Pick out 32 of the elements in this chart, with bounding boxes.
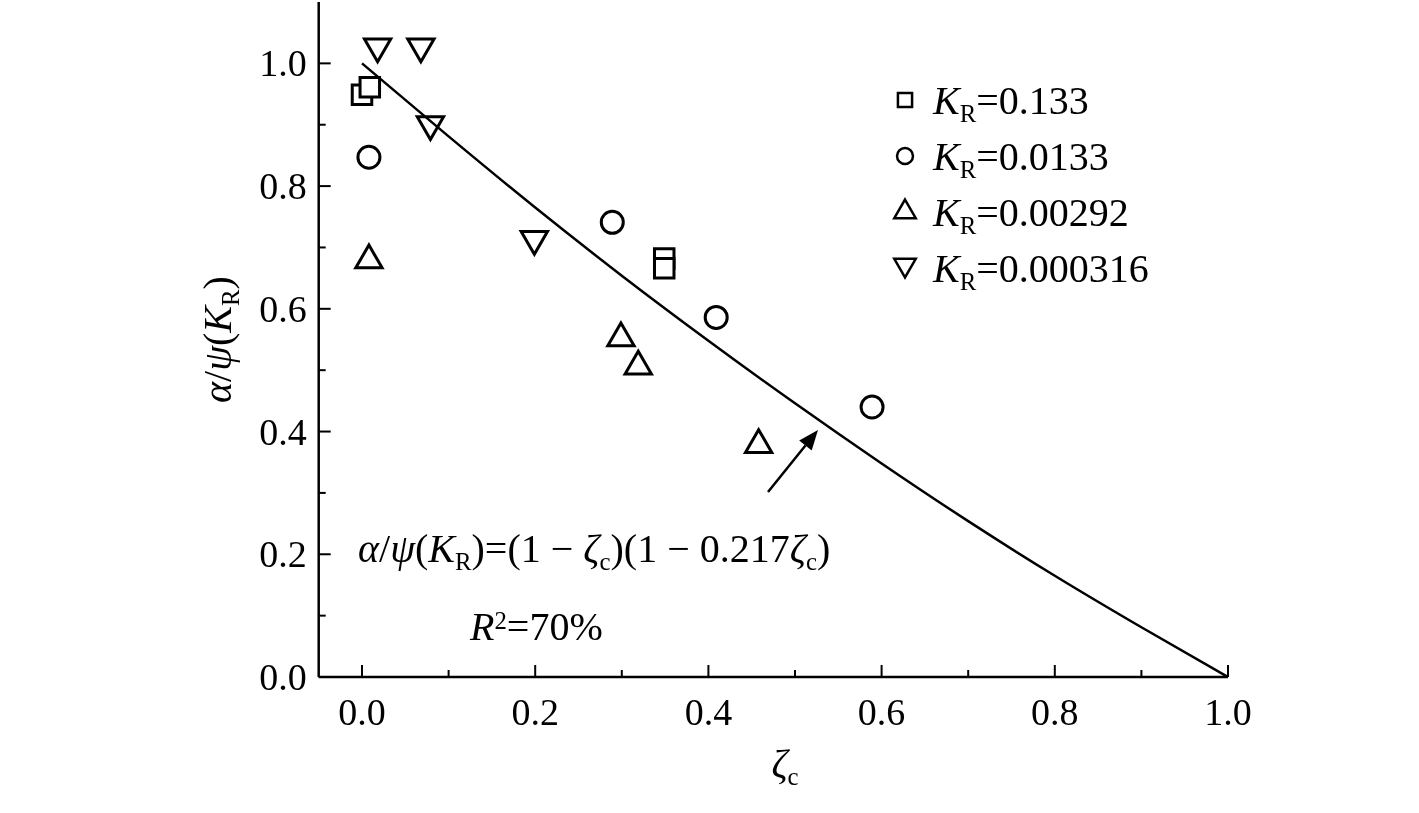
y-tick-label: 0.0 [259, 656, 307, 698]
point [703, 304, 729, 330]
annotation: R$^{2}$=70% [469, 604, 603, 649]
x-tick-label: 0.2 [511, 691, 559, 733]
legend-label: K$_{R}$=0.0133 [932, 134, 1109, 183]
point [743, 428, 774, 455]
point [652, 257, 676, 280]
point [406, 37, 436, 64]
x-tick-label: 0.6 [857, 691, 906, 733]
point [354, 243, 384, 270]
point [356, 144, 382, 170]
point [519, 230, 549, 256]
x-tick-label: 0.4 [684, 691, 733, 733]
point [606, 321, 636, 348]
y-tick-label: 0.4 [259, 410, 307, 453]
point [623, 349, 653, 376]
text: α/ψ(K$_{R}$)=(1 − ζ$_{c}$)(1 − 0.217ζ$_{c}$) [358, 526, 831, 575]
point [599, 209, 625, 235]
y-tick-label: 0.2 [259, 533, 307, 576]
point [859, 394, 885, 420]
point [358, 76, 382, 99]
y-tick-label: 1.0 [259, 42, 307, 85]
y-tick-label: 0.6 [259, 287, 307, 330]
x-axis-title: ζ$_{c}$ [771, 741, 799, 790]
y-tick-label: 0.8 [259, 165, 307, 208]
legend-label: K$_{R}$=0.133 [932, 78, 1089, 127]
x-tick-label: 1.0 [1204, 691, 1252, 733]
x-tick-label: 0.0 [338, 691, 386, 733]
x-tick-label: 0.8 [1031, 691, 1079, 733]
legend-label: K$_{R}$=0.000316 [932, 246, 1149, 295]
legend-label: K$_{R}$=0.00292 [932, 190, 1129, 239]
point [362, 37, 393, 64]
